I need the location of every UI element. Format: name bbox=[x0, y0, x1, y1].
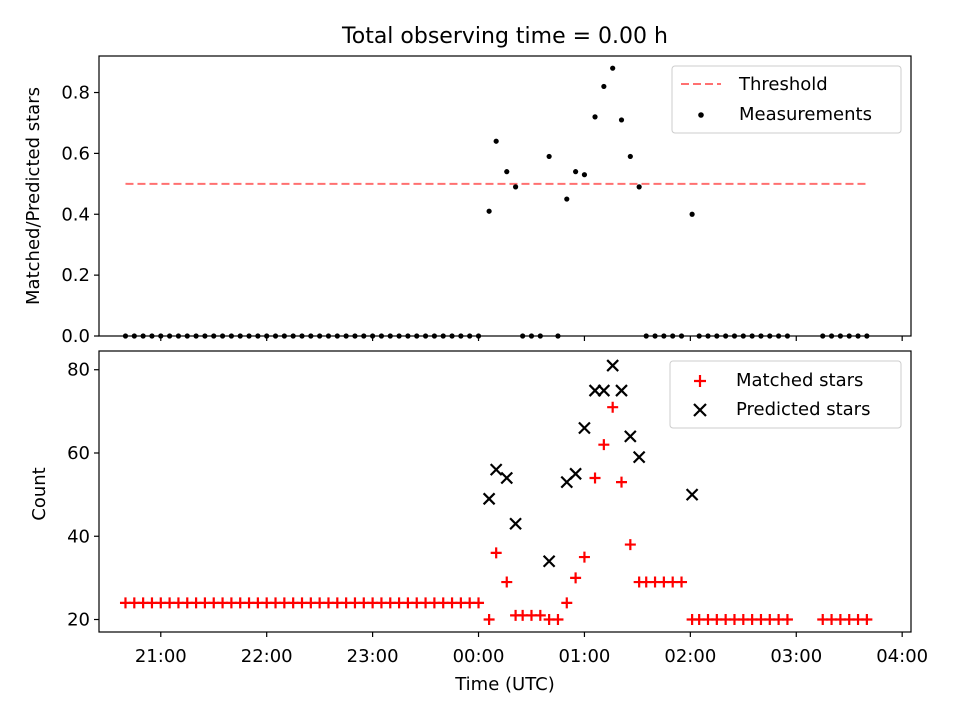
predicted-stars-legend-label: Predicted stars bbox=[736, 399, 870, 420]
measurements-legend-marker bbox=[698, 112, 704, 118]
ratio-y-tick-label: 0.4 bbox=[61, 204, 90, 225]
matched-stars-point bbox=[570, 572, 582, 584]
matched-stars-point bbox=[578, 551, 590, 563]
predicted-stars-point bbox=[482, 492, 496, 506]
measurement-point bbox=[564, 196, 570, 202]
ratio-y-tick-label: 0.6 bbox=[61, 143, 90, 164]
measurement-point bbox=[618, 117, 625, 123]
matched-stars-point bbox=[501, 576, 513, 588]
matched-stars-point bbox=[598, 439, 610, 451]
predicted-stars-point bbox=[500, 471, 514, 485]
predicted-stars-point bbox=[685, 488, 699, 501]
matched-stars-point bbox=[534, 609, 546, 621]
count-y-tick-label: 40 bbox=[67, 526, 90, 547]
count-y-tick-label: 60 bbox=[67, 443, 90, 464]
matched-stars-point bbox=[552, 614, 564, 626]
measurement-point bbox=[592, 114, 598, 120]
ratio-y-ticks: 0.0 0.2 0.4 0.6 0.8 bbox=[61, 83, 99, 347]
threshold-legend-label: Threshold bbox=[738, 74, 828, 95]
predicted-stars-point bbox=[606, 359, 619, 372]
matched-stars-point bbox=[607, 401, 619, 413]
matched-stars-point bbox=[589, 472, 601, 484]
x-axis-label: Time (UTC) bbox=[454, 674, 555, 695]
predicted-stars-point bbox=[624, 430, 637, 443]
ratio-plot-area bbox=[122, 65, 870, 339]
measurement-point bbox=[581, 172, 588, 178]
ratio-legend-box bbox=[671, 65, 902, 134]
count-x-ticks: 21:00 22:00 23:00 00:00 01:00 02:00 03:00 04:00 bbox=[135, 632, 928, 667]
ratio-y-tick-label: 0.2 bbox=[61, 265, 90, 286]
count-legend-box bbox=[669, 360, 902, 429]
ratio-panel: 0.00.20.40.60.8 Matched/Predicted stars … bbox=[23, 55, 912, 347]
matched-stars-point bbox=[561, 597, 573, 609]
predicted-stars-point bbox=[597, 384, 611, 397]
ratio-x-ticks bbox=[160, 336, 903, 341]
predicted-stars-point bbox=[542, 554, 556, 568]
count-legend: Matched stars Predicted stars bbox=[669, 360, 902, 429]
measurement-point bbox=[601, 83, 607, 90]
measurement-point bbox=[573, 169, 579, 175]
matched-stars-point bbox=[624, 539, 636, 551]
count-y-tick-label: 20 bbox=[67, 610, 90, 631]
matched-stars-point bbox=[781, 614, 793, 626]
count-x-tick-label: 03:00 bbox=[770, 646, 822, 667]
figure-title: Total observing time = 0.00 h bbox=[341, 24, 668, 49]
matched-stars-point bbox=[483, 614, 495, 626]
predicted-stars-point bbox=[578, 421, 591, 435]
predicted-stars-legend-marker bbox=[693, 403, 707, 417]
count-y-tick-label: 80 bbox=[67, 360, 90, 381]
measurements-legend-label: Measurements bbox=[739, 104, 872, 125]
matched-stars-point bbox=[616, 476, 628, 488]
count-x-tick-label: 01:00 bbox=[558, 646, 610, 667]
count-x-tick-label: 22:00 bbox=[241, 646, 293, 667]
count-x-tick-label: 23:00 bbox=[347, 646, 399, 667]
measurement-point bbox=[627, 153, 633, 160]
measurement-point bbox=[610, 65, 616, 71]
ratio-legend: Threshold Measurements bbox=[671, 65, 902, 134]
measurement-point bbox=[636, 184, 642, 190]
count-x-tick-label: 00:00 bbox=[453, 646, 505, 667]
count-x-tick-label: 02:00 bbox=[664, 646, 716, 667]
predicted-stars-point bbox=[489, 463, 503, 476]
matched-stars-point bbox=[473, 597, 485, 609]
measurement-point bbox=[504, 169, 510, 175]
ratio-panel-frame bbox=[98, 55, 912, 337]
measurement-point bbox=[512, 184, 519, 190]
count-y-axis-label: Count bbox=[29, 467, 50, 520]
measurement-point bbox=[546, 153, 552, 160]
count-plot-area bbox=[119, 359, 873, 626]
matched-stars-legend-label: Matched stars bbox=[736, 370, 863, 391]
measurement-point bbox=[486, 208, 492, 214]
predicted-stars-point bbox=[615, 384, 628, 397]
count-x-tick-label: 21:00 bbox=[135, 646, 187, 667]
matched-stars-point bbox=[861, 614, 873, 626]
ratio-y-tick-label: 0.8 bbox=[61, 83, 90, 104]
ratio-y-tick-label: 0.0 bbox=[61, 326, 90, 347]
measurement-point bbox=[689, 211, 695, 217]
matched-stars-legend-marker bbox=[694, 375, 706, 387]
count-panel: 20 40 60 80 21:00 22:00 23:00 00:00 01:00 02:00 0… bbox=[29, 350, 928, 695]
predicted-stars-point bbox=[509, 517, 522, 531]
predicted-stars-point bbox=[569, 467, 582, 481]
count-y-ticks: 20 40 60 80 bbox=[67, 360, 99, 631]
ratio-y-axis-label: Matched/Predicted stars bbox=[23, 87, 44, 305]
predicted-stars-point bbox=[632, 450, 646, 464]
matched-stars-point bbox=[490, 547, 502, 559]
count-x-tick-label: 04:00 bbox=[876, 646, 928, 667]
count-panel-frame bbox=[98, 350, 912, 633]
matched-stars-point bbox=[676, 576, 688, 588]
measurement-point bbox=[493, 138, 499, 144]
